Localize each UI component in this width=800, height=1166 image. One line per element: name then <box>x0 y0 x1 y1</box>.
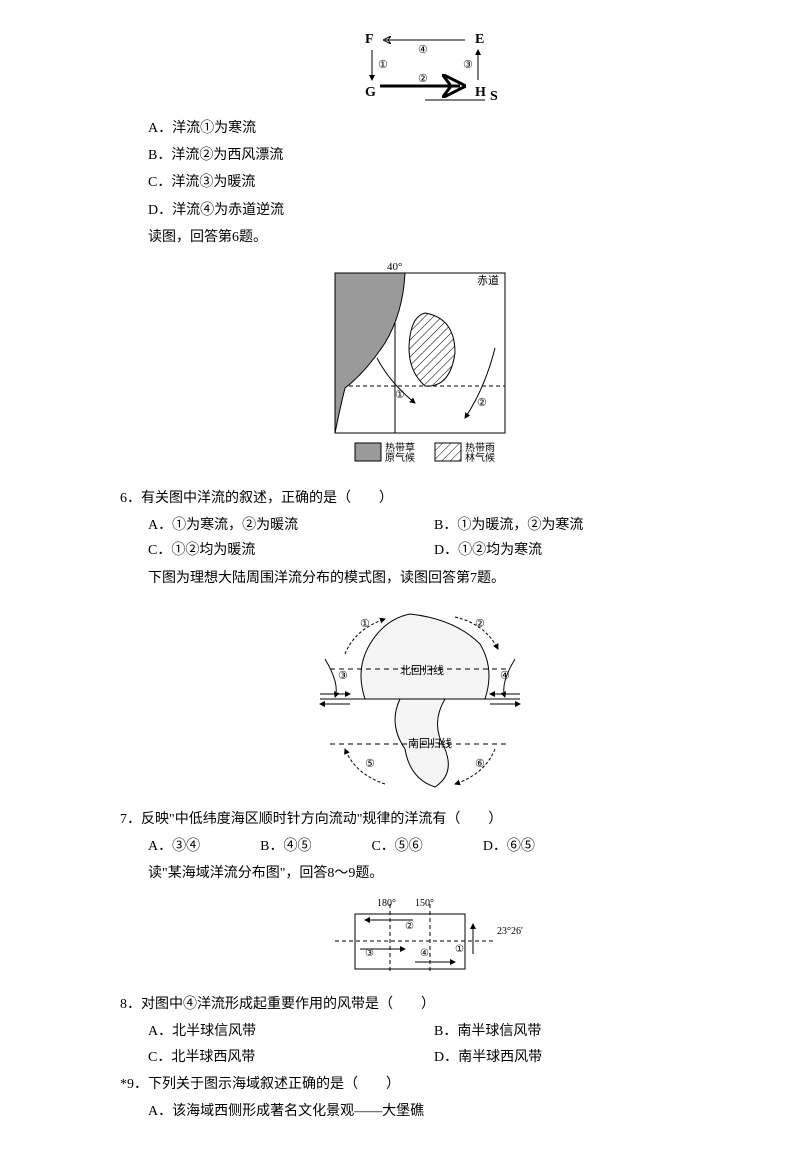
q5-opt-C: C．洋流③为暖流 <box>120 170 720 195</box>
label-E: E <box>475 32 484 47</box>
d3-s: 南回归线 <box>408 736 452 750</box>
d4-lon1: 180° <box>377 898 396 909</box>
lon-40: 40° <box>387 261 402 273</box>
q8-opt-B: B．南半球信风带 <box>434 1019 720 1044</box>
q5-opt-B: B．洋流②为西风漂流 <box>120 143 720 168</box>
q6-opt-A: A．①为寒流，②为暖流 <box>148 513 434 538</box>
d2-c2: ② <box>477 397 487 409</box>
q7-opt-C: C．⑤⑥ <box>371 834 422 859</box>
d3-c2: ② <box>475 618 485 630</box>
eq-label: 赤道 <box>477 273 499 287</box>
label-H: H <box>475 85 486 100</box>
q6-opt-B: B．①为暖流，②为寒流 <box>434 513 720 538</box>
q7-stem: 7．反映"中低纬度海区顺时针方向流动"规律的洋流有（ ） <box>120 807 720 832</box>
d4-lon2: 150° <box>415 898 434 909</box>
diagram-4: 180° 150° 23°26′ ① ② ③ ④ <box>305 894 535 984</box>
q5-opt-D: D．洋流④为赤道逆流 <box>120 198 720 223</box>
d3-n: 北回归线 <box>400 663 444 677</box>
label-F: F <box>365 32 374 47</box>
diagram-3: 北回归线 南回归线 ① ② ③ ④ ⑤ ⑥ <box>290 599 550 799</box>
q8-intro: 读"某海域洋流分布图"，回答8～9题。 <box>120 861 720 886</box>
label-G: G <box>365 85 376 100</box>
d4-lat: 23°26′ <box>497 926 523 937</box>
q7-opt-D: D．⑥⑤ <box>483 834 535 859</box>
q7-opt-A: A．③④ <box>148 834 200 859</box>
diagram-1: F E G H S ① ② ③ ④ <box>330 28 510 108</box>
label-c4: ④ <box>418 44 428 56</box>
q7-opt-B: B．④⑤ <box>260 834 311 859</box>
q8-opt-D: D．南半球西风带 <box>434 1045 720 1070</box>
q6-opt-C: C．①②均为暖流 <box>148 538 434 563</box>
d3-c5: ⑤ <box>365 758 375 770</box>
d3-c6: ⑥ <box>475 758 485 770</box>
d4-c2: ② <box>405 921 414 932</box>
d3-c3: ③ <box>338 670 348 682</box>
q6-opt-D: D．①②均为寒流 <box>434 538 720 563</box>
q7-intro: 下图为理想大陆周围洋流分布的模式图，读图回答第7题。 <box>120 566 720 591</box>
q8-stem: 8．对图中④洋流形成起重要作用的风带是（ ） <box>120 992 720 1017</box>
d4-c1: ① <box>455 944 464 955</box>
q8-opt-A: A．北半球信风带 <box>148 1019 434 1044</box>
q6-intro: 读图，回答第6题。 <box>120 225 720 250</box>
d4-c3: ③ <box>365 948 374 959</box>
q6-stem: 6．有关图中洋流的叙述，正确的是（ ） <box>120 486 720 511</box>
diagram-2: 40° 赤道 ① ② 热带草 原气候 热带雨 林气候 <box>305 258 535 478</box>
q9-opt-A: A．该海域西侧形成著名文化景观——大堡礁 <box>120 1099 720 1124</box>
d2-c1: ① <box>395 389 405 401</box>
leg2b: 林气候 <box>465 451 495 464</box>
label-c3: ③ <box>463 59 473 71</box>
label-c1: ① <box>378 59 388 71</box>
q5-opt-A: A．洋流①为寒流 <box>120 116 720 141</box>
d3-c1: ① <box>360 618 370 630</box>
q8-opt-C: C．北半球西风带 <box>148 1045 434 1070</box>
label-S: S <box>490 89 498 104</box>
d3-c4: ④ <box>500 670 510 682</box>
label-c2: ② <box>418 73 428 85</box>
leg1b: 原气候 <box>385 451 415 464</box>
d4-c4: ④ <box>420 948 429 959</box>
q9-stem: *9．下列关于图示海域叙述正确的是（ ） <box>120 1072 720 1097</box>
